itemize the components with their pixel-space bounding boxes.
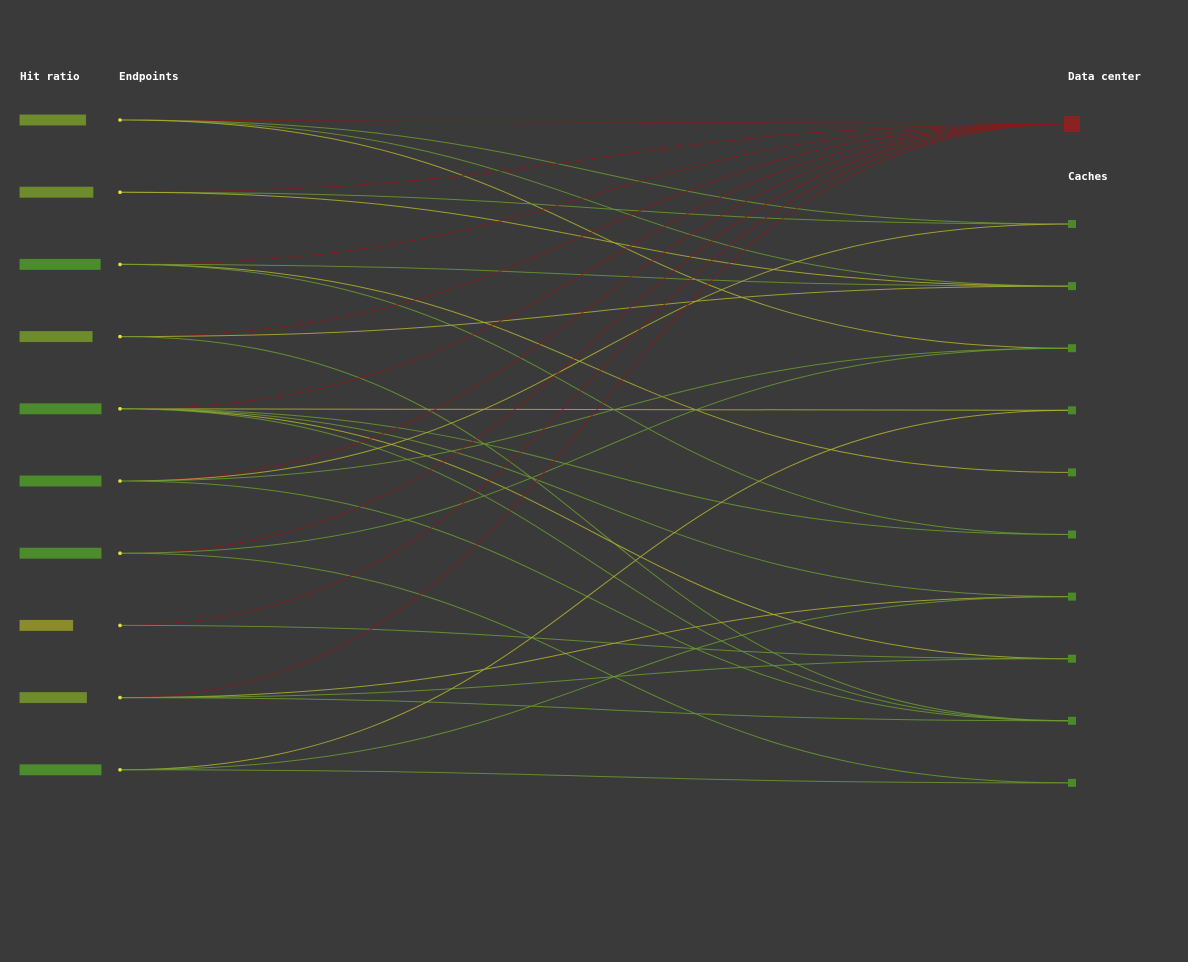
cache-node[interactable] bbox=[1068, 592, 1076, 601]
flow-link bbox=[119, 123, 1073, 410]
hit-ratio-bar bbox=[19, 186, 94, 198]
cache-nodes bbox=[1068, 220, 1076, 787]
endpoint-node[interactable] bbox=[118, 262, 122, 267]
cache-node[interactable] bbox=[1068, 716, 1076, 725]
endpoint-node[interactable] bbox=[118, 407, 122, 411]
flow-link bbox=[119, 263, 1073, 287]
flow-link bbox=[119, 408, 1073, 535]
data-center-node-group bbox=[1064, 116, 1080, 132]
endpoint-node[interactable] bbox=[118, 695, 122, 700]
flow-link bbox=[119, 123, 1073, 193]
flow-link bbox=[119, 123, 1073, 554]
flow-link bbox=[119, 697, 1073, 722]
flow-link bbox=[119, 123, 1073, 338]
flow-link bbox=[119, 263, 1073, 535]
cache-node[interactable] bbox=[1068, 220, 1076, 228]
flow-link bbox=[119, 119, 1073, 349]
flow-link bbox=[119, 624, 1073, 660]
hit-ratio-bar bbox=[19, 619, 74, 631]
flow-link bbox=[119, 263, 1073, 473]
flow-link bbox=[119, 123, 1073, 699]
cache-node[interactable] bbox=[1068, 282, 1076, 291]
flow-link bbox=[119, 408, 1073, 598]
flow-link bbox=[119, 285, 1073, 338]
flow-link bbox=[119, 408, 1073, 660]
hit-ratio-bar bbox=[19, 403, 102, 415]
cache-node[interactable] bbox=[1068, 654, 1076, 663]
cache-node[interactable] bbox=[1068, 468, 1076, 477]
endpoint-node[interactable] bbox=[118, 623, 122, 628]
flow-link bbox=[119, 336, 1073, 722]
cache-node[interactable] bbox=[1068, 530, 1076, 539]
flow-link bbox=[119, 123, 1073, 626]
flow-link bbox=[119, 347, 1073, 554]
cache-node[interactable] bbox=[1068, 778, 1076, 787]
cache-node[interactable] bbox=[1068, 406, 1076, 415]
flow-link bbox=[119, 119, 1073, 225]
hit-ratio-bar bbox=[19, 764, 102, 776]
hit-ratio-bar bbox=[19, 258, 101, 270]
hit-ratio-bar bbox=[19, 475, 102, 487]
endpoint-nodes bbox=[118, 118, 122, 772]
endpoint-node[interactable] bbox=[118, 190, 122, 194]
hit-ratio-bar bbox=[19, 331, 93, 343]
endpoints-header: Endpoints bbox=[119, 70, 179, 83]
hit-ratio-bar bbox=[19, 692, 87, 704]
caches-header: Caches bbox=[1068, 170, 1108, 183]
flow-link bbox=[119, 552, 1073, 784]
flow-link bbox=[119, 408, 1073, 722]
flow-link bbox=[119, 191, 1073, 225]
hit-ratio-bar bbox=[19, 547, 102, 559]
flow-link bbox=[119, 596, 1073, 699]
flow-link bbox=[119, 119, 1073, 287]
flow-link bbox=[119, 347, 1073, 482]
links-layer bbox=[119, 119, 1073, 784]
flow-link bbox=[119, 769, 1073, 784]
hit-ratio-bar bbox=[19, 114, 87, 126]
hit-ratio-bars bbox=[19, 114, 102, 776]
endpoint-node[interactable] bbox=[118, 334, 122, 339]
flow-link bbox=[119, 223, 1073, 482]
data-center-node[interactable] bbox=[1064, 116, 1080, 132]
flow-link bbox=[119, 480, 1073, 722]
endpoint-node[interactable] bbox=[118, 768, 122, 772]
endpoint-node[interactable] bbox=[118, 551, 122, 555]
flow-link bbox=[119, 123, 1073, 265]
flow-link bbox=[119, 658, 1073, 699]
flow-link bbox=[119, 123, 1073, 482]
endpoint-node[interactable] bbox=[118, 479, 122, 483]
endpoint-node[interactable] bbox=[118, 118, 122, 122]
flow-link bbox=[119, 408, 1073, 411]
hit-ratio-header: Hit ratio bbox=[20, 70, 80, 83]
data-center-header: Data center bbox=[1068, 70, 1141, 83]
flow-link bbox=[119, 191, 1073, 287]
flow-link bbox=[119, 409, 1073, 771]
cache-node[interactable] bbox=[1068, 344, 1076, 353]
flow-link bbox=[119, 596, 1073, 771]
